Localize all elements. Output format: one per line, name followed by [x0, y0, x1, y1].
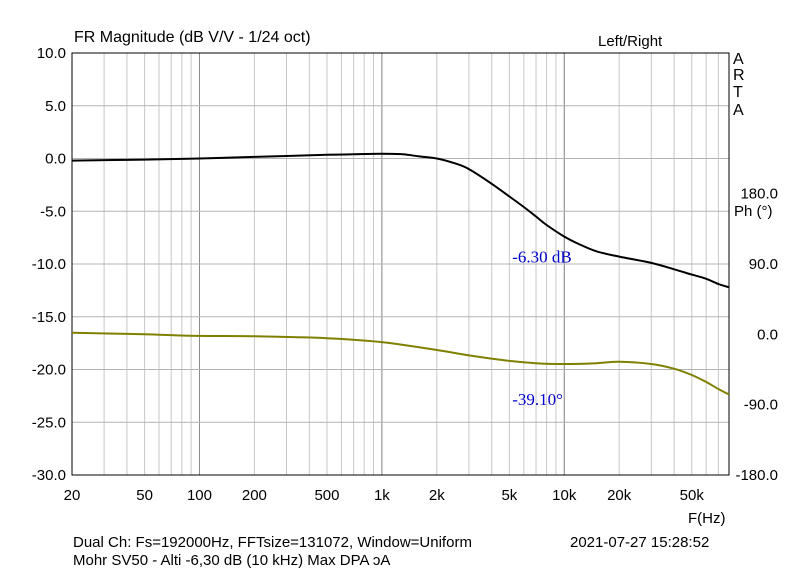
- x-tick-label: 20: [64, 487, 81, 504]
- y-right-tick-label: -180.0: [735, 467, 778, 484]
- y-left-tick-label: 10.0: [37, 45, 66, 62]
- y-left-tick-label: -5.0: [40, 203, 66, 220]
- right-axis-label: Ph (°): [734, 203, 773, 220]
- brand-letter-2: R: [733, 67, 745, 84]
- magnitude-marker-label: -6.30 dB: [512, 248, 572, 267]
- x-tick-label: 1k: [374, 487, 390, 504]
- plot-frame: [71, 52, 730, 476]
- x-tick-label: 20k: [607, 487, 632, 504]
- x-axis-label: F(Hz): [688, 510, 726, 527]
- y-left-tick-label: -15.0: [32, 309, 66, 326]
- phase-marker-label: -39.10°: [512, 390, 563, 409]
- y-left-tick-label: -20.0: [32, 362, 66, 379]
- y-left-tick-label: -30.0: [32, 467, 66, 484]
- y-right-tick-label: 180.0: [740, 186, 778, 203]
- footer-settings: Dual Ch: Fs=192000Hz, FFTsize=131072, Wi…: [73, 534, 472, 551]
- y-left-tick-label: 5.0: [45, 98, 66, 115]
- x-tick-label: 500: [314, 487, 339, 504]
- footer-description: Mohr SV50 - Alti -6,30 dB (10 kHz) Max D…: [73, 552, 391, 569]
- y-left-tick-label: -25.0: [32, 414, 66, 431]
- magnitude-series-line: [71, 152, 730, 289]
- x-tick-label: 200: [242, 487, 267, 504]
- x-tick-label: 5k: [501, 487, 517, 504]
- phase-series-line: [71, 331, 730, 396]
- x-tick-label: 50: [136, 487, 153, 504]
- y-right-tick-label: -90.0: [744, 397, 778, 414]
- brand-letter-1: A: [733, 51, 744, 68]
- brand-letter-3: T: [733, 84, 743, 101]
- footer-timestamp: 2021-07-27 15:28:52: [570, 534, 710, 551]
- y-right-tick-label: 90.0: [749, 256, 778, 273]
- x-tick-label: 2k: [429, 487, 445, 504]
- chart-title: FR Magnitude (dB V/V - 1/24 oct): [74, 29, 311, 46]
- brand-letter-4: A: [733, 102, 744, 119]
- x-tick-label: 50k: [680, 487, 705, 504]
- x-tick-label: 100: [187, 487, 212, 504]
- y-left-tick-label: 0.0: [45, 151, 66, 168]
- y-left-tick-label: -10.0: [32, 256, 66, 273]
- y-right-tick-label: 0.0: [757, 326, 778, 343]
- channel-label: Left/Right: [598, 33, 663, 50]
- x-tick-label: 10k: [552, 487, 577, 504]
